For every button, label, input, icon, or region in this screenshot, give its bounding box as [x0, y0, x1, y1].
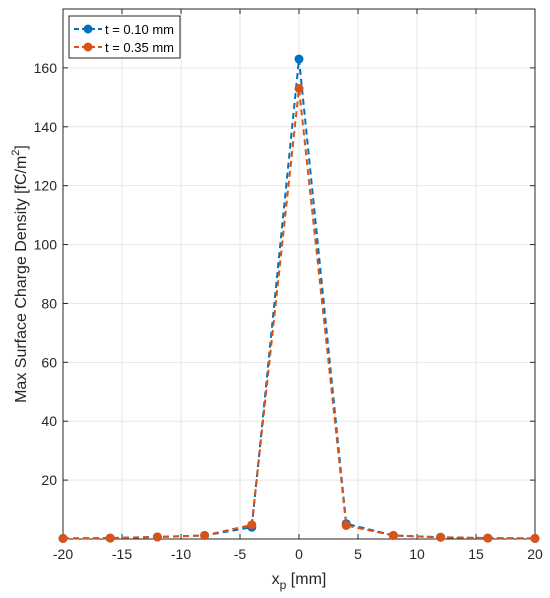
series-2-point	[530, 533, 540, 543]
series-2	[58, 84, 540, 543]
series-2-point	[341, 520, 351, 530]
y-axis-label: Max Surface Charge Density [fC/m2]	[10, 145, 30, 403]
series-1-point	[294, 54, 304, 64]
y-tick-label: 120	[34, 178, 58, 194]
y-axis-label-end: ]	[13, 145, 30, 149]
series-2-point	[436, 532, 446, 542]
y-tick-label: 60	[41, 354, 57, 370]
y-tick-label: 80	[41, 295, 57, 311]
series-layer	[58, 54, 540, 543]
series-2-point	[247, 520, 257, 530]
legend: t = 0.10 mm t = 0.35 mm	[68, 15, 181, 59]
x-axis-label-main: x	[272, 571, 280, 588]
x-tick-label: 20	[527, 546, 543, 562]
y-tick-label: 140	[34, 119, 58, 135]
y-tick-label: 160	[34, 60, 58, 76]
series-2-point	[294, 84, 304, 93]
series-2-point	[105, 533, 115, 543]
tick-labels: -20 -15 -10 -5 0 5 10 15 20 20 40 60 80 100 120 140 160	[34, 60, 543, 562]
x-axis-label-unit: [mm]	[286, 571, 326, 588]
y-tick-label: 40	[41, 413, 57, 429]
legend-label-series-1: t = 0.10 mm	[105, 22, 174, 37]
x-tick-label: 5	[354, 546, 362, 562]
y-axis-label-main: Max Surface Charge Density [fC/m	[13, 156, 30, 403]
x-tick-label: -20	[53, 546, 73, 562]
x-tick-label: -15	[112, 546, 132, 562]
legend-marker-series-1	[83, 24, 93, 34]
series-2-point	[152, 532, 162, 542]
x-tick-label: -10	[171, 546, 191, 562]
series-2-point	[200, 530, 210, 540]
x-tick-label: -5	[234, 546, 247, 562]
y-tick-label: 20	[41, 472, 57, 488]
x-axis-label-subscript: p	[280, 578, 287, 592]
x-tick-label: 15	[468, 546, 484, 562]
series-2-point	[483, 533, 493, 543]
series-2-point	[388, 530, 398, 540]
legend-marker-series-2	[83, 42, 93, 52]
series-2-point	[58, 533, 68, 543]
y-tick-label: 100	[34, 237, 58, 253]
x-axis-label: xp [mm]	[272, 571, 327, 592]
legend-label-series-2: t = 0.35 mm	[105, 40, 174, 55]
x-tick-label: 10	[409, 546, 425, 562]
x-tick-label: 0	[295, 546, 303, 562]
y-axis-label-superscript: 2	[10, 150, 22, 156]
